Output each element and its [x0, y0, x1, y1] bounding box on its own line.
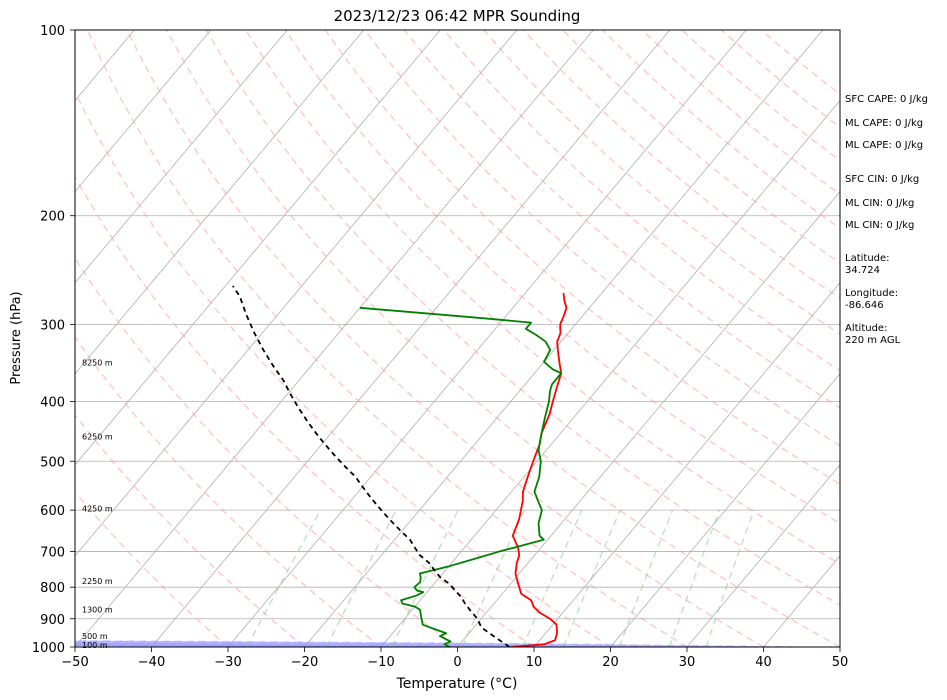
stat-line: ML CAPE: 0 J/kg	[845, 140, 923, 151]
background-lines	[75, 30, 840, 647]
x-axis: −50 −40 −30 −20 −10 0 10 20 30 40 50	[61, 647, 848, 670]
x-axis-label: Temperature (°C)	[396, 676, 518, 692]
moist-adiabat-line	[75, 640, 764, 647]
y-tick-label: 300	[40, 318, 65, 333]
dry-adiabat-line	[166, 30, 840, 647]
stat-line: ML CAPE: 0 J/kg	[845, 118, 923, 129]
dry-adiabat-line	[403, 30, 840, 409]
x-tick-label: 40	[755, 655, 772, 670]
isotherm-line	[380, 99, 840, 647]
sounding-profile-line	[232, 285, 511, 647]
isotherm-line	[75, 30, 594, 647]
stat-line: Latitude:	[845, 253, 890, 264]
x-tick-label: −50	[61, 655, 88, 670]
stat-line: 220 m AGL	[845, 335, 901, 346]
chart-title: 2023/12/23 06:42 MPR Sounding	[334, 7, 581, 25]
isotherm-line	[75, 30, 212, 193]
stat-line: ML CIN: 0 J/kg	[845, 220, 914, 231]
isotherm-line	[610, 373, 840, 647]
isotherm-line	[227, 30, 747, 647]
mixing-ratio-line	[246, 509, 322, 647]
y-tick-label: 100	[40, 24, 65, 39]
x-tick-label: 50	[832, 655, 849, 670]
moist-adiabat-line	[75, 640, 795, 647]
x-tick-label: 0	[453, 655, 461, 670]
y-tick-label: 500	[40, 455, 65, 470]
mixing-ratio-line	[668, 509, 721, 647]
stat-line: Altitude:	[845, 323, 887, 334]
y-axis-label: Pressure (hPa)	[9, 291, 24, 384]
y-tick-label: 200	[40, 210, 65, 225]
x-tick-label: 10	[526, 655, 543, 670]
x-tick-label: −10	[367, 655, 394, 670]
x-tick-label: −40	[138, 655, 165, 670]
isotherm-line	[151, 30, 671, 647]
dry-adiabat-line	[205, 30, 840, 606]
x-tick-label: −30	[214, 655, 241, 670]
stat-line: SFC CIN: 0 J/kg	[845, 174, 919, 185]
dry-adiabat-line	[75, 90, 611, 647]
x-tick-label: 30	[679, 655, 696, 670]
y-tick-label: 600	[40, 504, 65, 519]
isotherm-line	[75, 30, 518, 557]
stat-line: Longitude:	[845, 288, 898, 299]
altitude-label: 8250 m	[82, 359, 113, 368]
isotherm-line	[533, 282, 840, 647]
sounding-stats: SFC CAPE: 0 J/kg ML CAPE: 0 J/kg ML CAPE: …	[845, 94, 928, 346]
altitude-label: 500 m	[82, 632, 108, 641]
dry-adiabat-line	[75, 256, 458, 647]
dry-adiabat-line	[126, 30, 764, 647]
dry-adiabat-line	[75, 336, 382, 647]
dry-adiabat-line	[75, 175, 535, 647]
dry-adiabat-line	[75, 413, 305, 647]
x-tick-label: 20	[602, 655, 619, 670]
stat-line: 34.724	[845, 265, 880, 276]
stat-line: -86.646	[845, 300, 884, 311]
altitude-label: 1300 m	[82, 606, 113, 615]
y-tick-label: 1000	[32, 641, 65, 656]
stat-line: SFC CAPE: 0 J/kg	[845, 94, 928, 105]
isotherm-line	[75, 30, 365, 375]
plot-frame	[74, 29, 841, 648]
y-tick-label: 400	[40, 395, 65, 410]
sounding-profile-line	[359, 306, 563, 647]
dry-adiabat-line	[86, 30, 688, 647]
dry-adiabat-line	[245, 30, 840, 565]
isotherm-line	[75, 30, 288, 284]
y-tick-label: 800	[40, 581, 65, 596]
altitude-label: 4250 m	[82, 504, 113, 513]
isotherm-line	[304, 30, 824, 647]
x-tick-label: −20	[291, 655, 318, 670]
isotherm-line	[75, 30, 441, 466]
grid	[75, 29, 840, 648]
altitude-label: 100 m	[82, 641, 108, 650]
altitude-label: 6250 m	[82, 433, 113, 442]
isotherm-line	[686, 464, 840, 647]
y-axis: 100 200 300 400 500 600 700 800 900 1000	[32, 24, 75, 656]
series-layer	[232, 285, 568, 647]
dry-adiabat-line	[364, 30, 840, 447]
y-tick-label: 900	[40, 613, 65, 628]
mixing-ratio-line	[562, 509, 621, 647]
isotherm-line	[457, 191, 840, 647]
moist-adiabat-line	[75, 642, 611, 647]
sounding-profile-line	[510, 293, 568, 647]
altitude-label: 2250 m	[82, 577, 113, 586]
stat-line: ML CIN: 0 J/kg	[845, 198, 914, 209]
dry-adiabat-line	[443, 30, 840, 372]
dry-adiabat-line	[75, 491, 229, 647]
mixing-ratio-line	[522, 509, 583, 647]
y-tick-label: 700	[40, 545, 65, 560]
mixing-ratio-line	[325, 509, 397, 647]
